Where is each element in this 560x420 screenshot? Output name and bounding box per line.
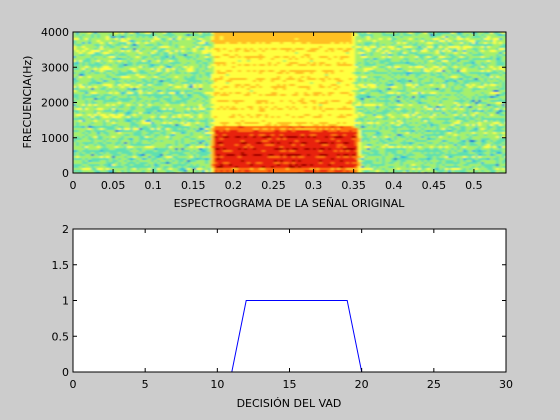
spectrogram-x-label: ESPECTROGRAMA DE LA SEÑAL ORIGINAL (174, 197, 406, 210)
spectrogram-x-tick-label: 0.1 (144, 179, 162, 192)
vad-x-tick-label: 20 (355, 378, 369, 391)
vad-y-tick-label: 2 (62, 223, 69, 236)
vad-y-axis: 0 0.5 1 1.5 2 (52, 223, 506, 379)
spectrogram-y-tick-label: 0 (62, 167, 69, 180)
vad-x-tick-label: 5 (142, 378, 149, 391)
vad-x-tick-label: 15 (283, 378, 297, 391)
spectrogram-x-tick-label: 0.05 (101, 179, 126, 192)
vad-panel: 0 5 10 15 20 25 30 0 0.5 1 1.5 2 DECISIÓN DEL VAD (52, 223, 514, 410)
vad-x-axis: 0 5 10 15 20 25 30 (70, 229, 513, 391)
vad-x-tick-label: 30 (499, 378, 513, 391)
vad-x-tick-label: 25 (427, 378, 441, 391)
vad-y-tick-label: 0.5 (52, 330, 70, 343)
spectrogram-y-tick-label: 3000 (41, 61, 69, 74)
spectrogram-panel: 0 0.05 0.1 0.15 0.2 0.25 0.3 0.35 0.4 0.45 0.5 0 10… (21, 26, 507, 210)
spectrogram-y-tick-label: 2000 (41, 97, 69, 110)
spectrogram-x-tick-label: 0.45 (422, 179, 447, 192)
vad-y-tick-label: 1 (62, 295, 69, 308)
spectrogram-x-tick-label: 0.3 (305, 179, 323, 192)
spectrogram-x-tick-label: 0.4 (385, 179, 403, 192)
spectrogram-y-tick-label: 4000 (41, 26, 69, 39)
vad-decision-line (73, 300, 506, 372)
spectrogram-image (73, 32, 506, 173)
spectrogram-y-label: FRECUENCIA(Hz) (21, 56, 34, 149)
spectrogram-x-tick-label: 0.35 (341, 179, 366, 192)
vad-x-tick-label: 10 (210, 378, 224, 391)
spectrogram-x-tick-label: 0 (70, 179, 77, 192)
spectrogram-x-tick-label: 0.15 (181, 179, 206, 192)
vad-y-tick-label: 0 (62, 366, 69, 379)
spectrogram-x-tick-label: 0.25 (261, 179, 286, 192)
spectrogram-y-axis: 0 1000 2000 3000 4000 (41, 26, 506, 180)
spectrogram-x-tick-label: 0.2 (225, 179, 243, 192)
vad-x-tick-label: 0 (70, 378, 77, 391)
spectrogram-y-tick-label: 1000 (41, 132, 69, 145)
spectrogram-x-tick-label: 0.5 (465, 179, 483, 192)
vad-y-tick-label: 1.5 (52, 259, 70, 272)
spectrogram-x-axis: 0 0.05 0.1 0.15 0.2 0.25 0.3 0.35 0.4 0.45 0.5 (70, 32, 483, 192)
vad-x-label: DECISIÓN DEL VAD (237, 397, 342, 410)
